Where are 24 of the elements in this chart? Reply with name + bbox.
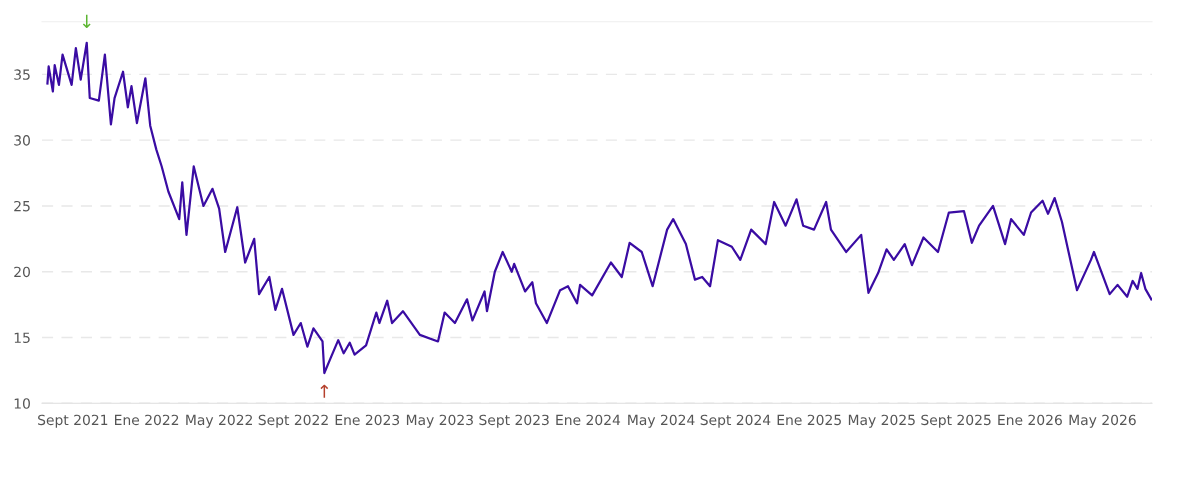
y-tick-label: 30 xyxy=(14,135,30,146)
y-tick-label: 20 xyxy=(14,266,30,278)
x-tick-label: Ene 2024 xyxy=(556,414,621,426)
x-tick-label: May 2026 xyxy=(1069,414,1136,428)
x-tick-label: Ene 2025 xyxy=(777,414,841,426)
line-series xyxy=(46,41,1152,375)
x-tick-label: May 2023 xyxy=(406,414,473,428)
x-tick-label: May 2024 xyxy=(628,414,695,428)
x-tick-label: Ene 2023 xyxy=(335,414,400,426)
x-tick-label: May 2025 xyxy=(848,414,915,428)
x-tick-label: Sept 2025 xyxy=(921,414,991,428)
y-tick-label: 15 xyxy=(14,332,30,343)
x-tick-label: Ene 2026 xyxy=(998,414,1062,426)
y-tick-label: 35 xyxy=(14,69,30,80)
x-tick-label: Sept 2023 xyxy=(479,414,549,428)
y-tick-label: 25 xyxy=(14,200,30,212)
x-tick-label: Sept 2021 xyxy=(38,414,108,428)
y-tick-label: 10 xyxy=(14,398,30,409)
annotation: ↑ xyxy=(320,384,329,398)
annotation: ↓ xyxy=(82,14,91,28)
x-tick-label: Ene 2022 xyxy=(115,414,179,426)
x-tick-label: Sept 2024 xyxy=(700,414,771,428)
x-tick-label: May 2022 xyxy=(186,414,252,428)
x-tick-label: Sept 2022 xyxy=(258,414,328,428)
